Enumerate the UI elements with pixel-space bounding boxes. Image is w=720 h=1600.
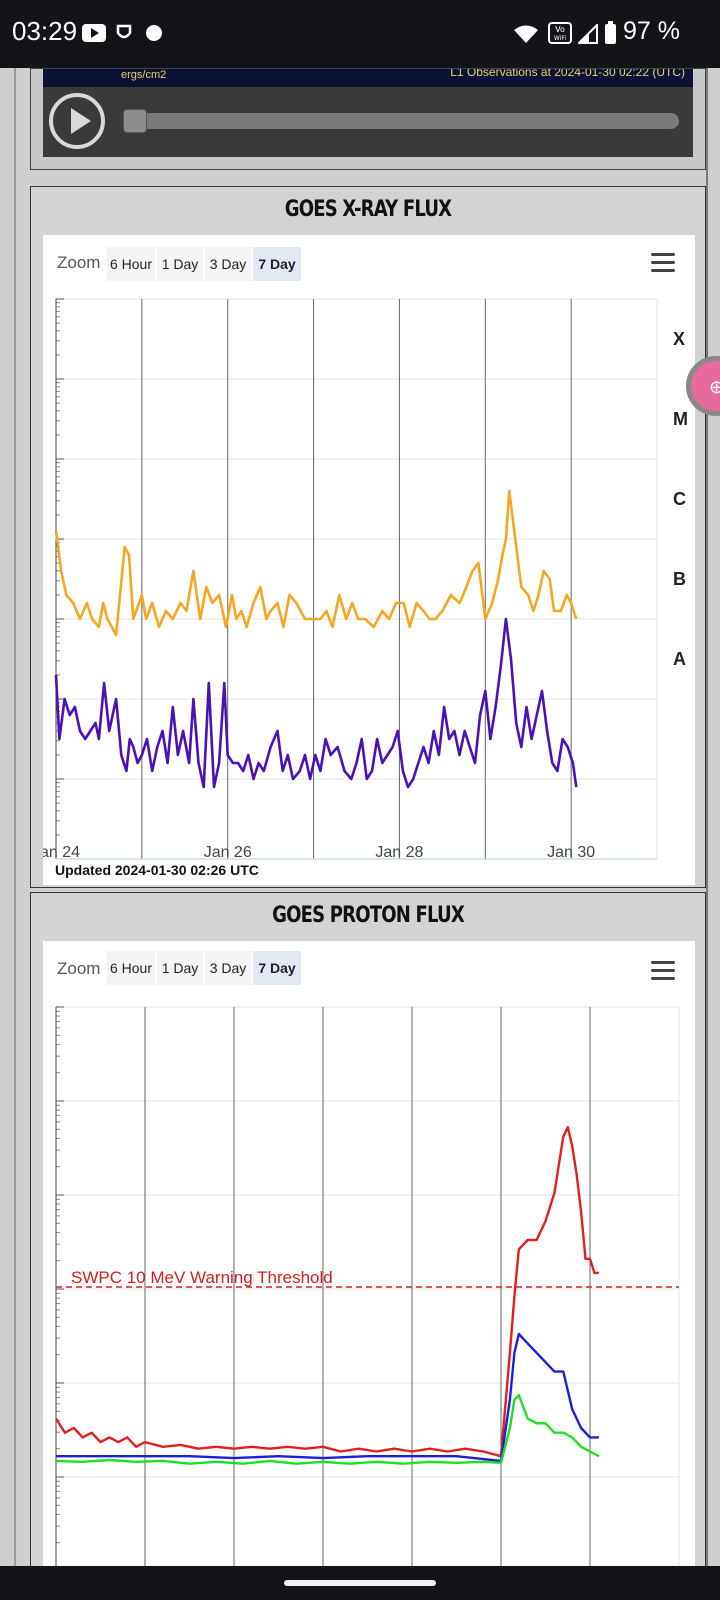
svg-text:Vo: Vo	[555, 25, 565, 34]
xray-chart-menu-icon[interactable]	[651, 253, 675, 273]
proton-flux-panel: GOES PROTON FLUX Zoom 6 Hour 1 Day 3 Day…	[30, 892, 706, 1582]
proton-zoom-1-day-button[interactable]: 1 Day	[157, 951, 203, 985]
xray-zoom-1-day-button[interactable]: 1 Day	[157, 247, 203, 281]
video-caption-left: ergs/cm2	[121, 69, 167, 81]
page-right-border	[706, 68, 708, 1566]
video-caption-right: L1 Observations at 2024-01-30 02:22 (UTC…	[450, 69, 685, 79]
xray-x-tick-label: Jan 26	[204, 844, 252, 861]
xray-zoom-6-hour-button[interactable]: 6 Hour	[107, 247, 155, 281]
proton-zoom-3-day-button[interactable]: 3 Day	[205, 951, 251, 985]
xray-chart-container: Zoom 6 Hour 1 Day 3 Day 7 Day X M C B A Jan 2…	[43, 235, 695, 885]
xray-x-tick-label: Jan 28	[375, 844, 423, 861]
battery-percent: 97 %	[623, 17, 680, 45]
xray-class-label-A: A	[673, 649, 686, 669]
proton-chart-menu-icon[interactable]	[651, 961, 675, 981]
xray-class-label-C: C	[673, 489, 686, 509]
svg-text:WiFi: WiFi	[554, 35, 566, 42]
xray-class-label-X: X	[673, 329, 685, 349]
youtube-icon	[82, 24, 106, 42]
xray-x-tick-label: Jan 24	[43, 844, 80, 861]
status-time: 03:29	[12, 16, 78, 46]
proton-warning-threshold-label: SWPC 10 MeV Warning Threshold	[71, 1268, 333, 1287]
proton-series-p10	[54, 1125, 599, 1458]
play-button[interactable]	[49, 93, 105, 149]
xray-flux-panel: GOES X-RAY FLUX Zoom 6 Hour 1 Day 3 Day …	[30, 186, 706, 888]
xray-flux-chart: X M C B A Jan 24 Jan 26 Jan 28 Jan 30	[43, 298, 688, 861]
xray-updated-timestamp: Updated 2024-01-30 02:26 UTC	[55, 862, 259, 878]
status-bar: 03:29 Vo WiFi 97 %	[0, 0, 720, 68]
proton-series-p100	[55, 1393, 600, 1465]
xray-class-label-B: B	[673, 569, 686, 589]
page-left-border	[14, 68, 16, 1566]
crosshair-icon: ⊕	[709, 377, 720, 397]
circle-dot-icon	[146, 25, 162, 41]
xray-x-tick-label: Jan 30	[547, 844, 595, 861]
proton-zoom-6-hour-button[interactable]: 6 Hour	[107, 951, 155, 985]
shield-app-icon	[116, 24, 132, 39]
cell-signal-icon	[578, 24, 598, 44]
solar-wind-video-panel: ergs/cm2 L1 Observations at 2024-01-30 0…	[30, 68, 706, 170]
xray-zoom-label: Zoom	[57, 253, 101, 272]
wifi-icon	[514, 25, 538, 43]
xray-plot-area	[55, 298, 658, 860]
proton-series-p50	[56, 1332, 599, 1463]
video-frame: ergs/cm2 L1 Observations at 2024-01-30 0…	[43, 69, 693, 87]
xray-class-label-M: M	[673, 409, 688, 429]
proton-zoom-7-day-button[interactable]: 7 Day	[253, 951, 301, 985]
xray-zoom-7-day-button[interactable]: 7 Day	[253, 247, 301, 281]
home-gesture-handle[interactable]	[284, 1580, 436, 1586]
proton-plot-area	[55, 1006, 680, 1581]
proton-zoom-label: Zoom	[57, 959, 101, 978]
navigation-bar	[0, 1566, 720, 1600]
xray-series-long	[54, 489, 578, 637]
battery-icon	[605, 21, 616, 44]
video-progress-thumb[interactable]	[123, 109, 147, 133]
xray-series-short	[54, 617, 578, 789]
xray-zoom-3-day-button[interactable]: 3 Day	[205, 247, 251, 281]
proton-flux-chart: SWPC 10 MeV Warning Threshold	[54, 1006, 680, 1581]
proton-flux-title: GOES PROTON FLUX	[272, 903, 465, 928]
video-progress-track[interactable]	[123, 113, 679, 129]
video-controls	[43, 87, 693, 157]
proton-chart-container: Zoom 6 Hour 1 Day 3 Day 7 Day SWPC 10 Me…	[43, 941, 695, 1581]
xray-flux-title: GOES X-RAY FLUX	[284, 197, 452, 222]
